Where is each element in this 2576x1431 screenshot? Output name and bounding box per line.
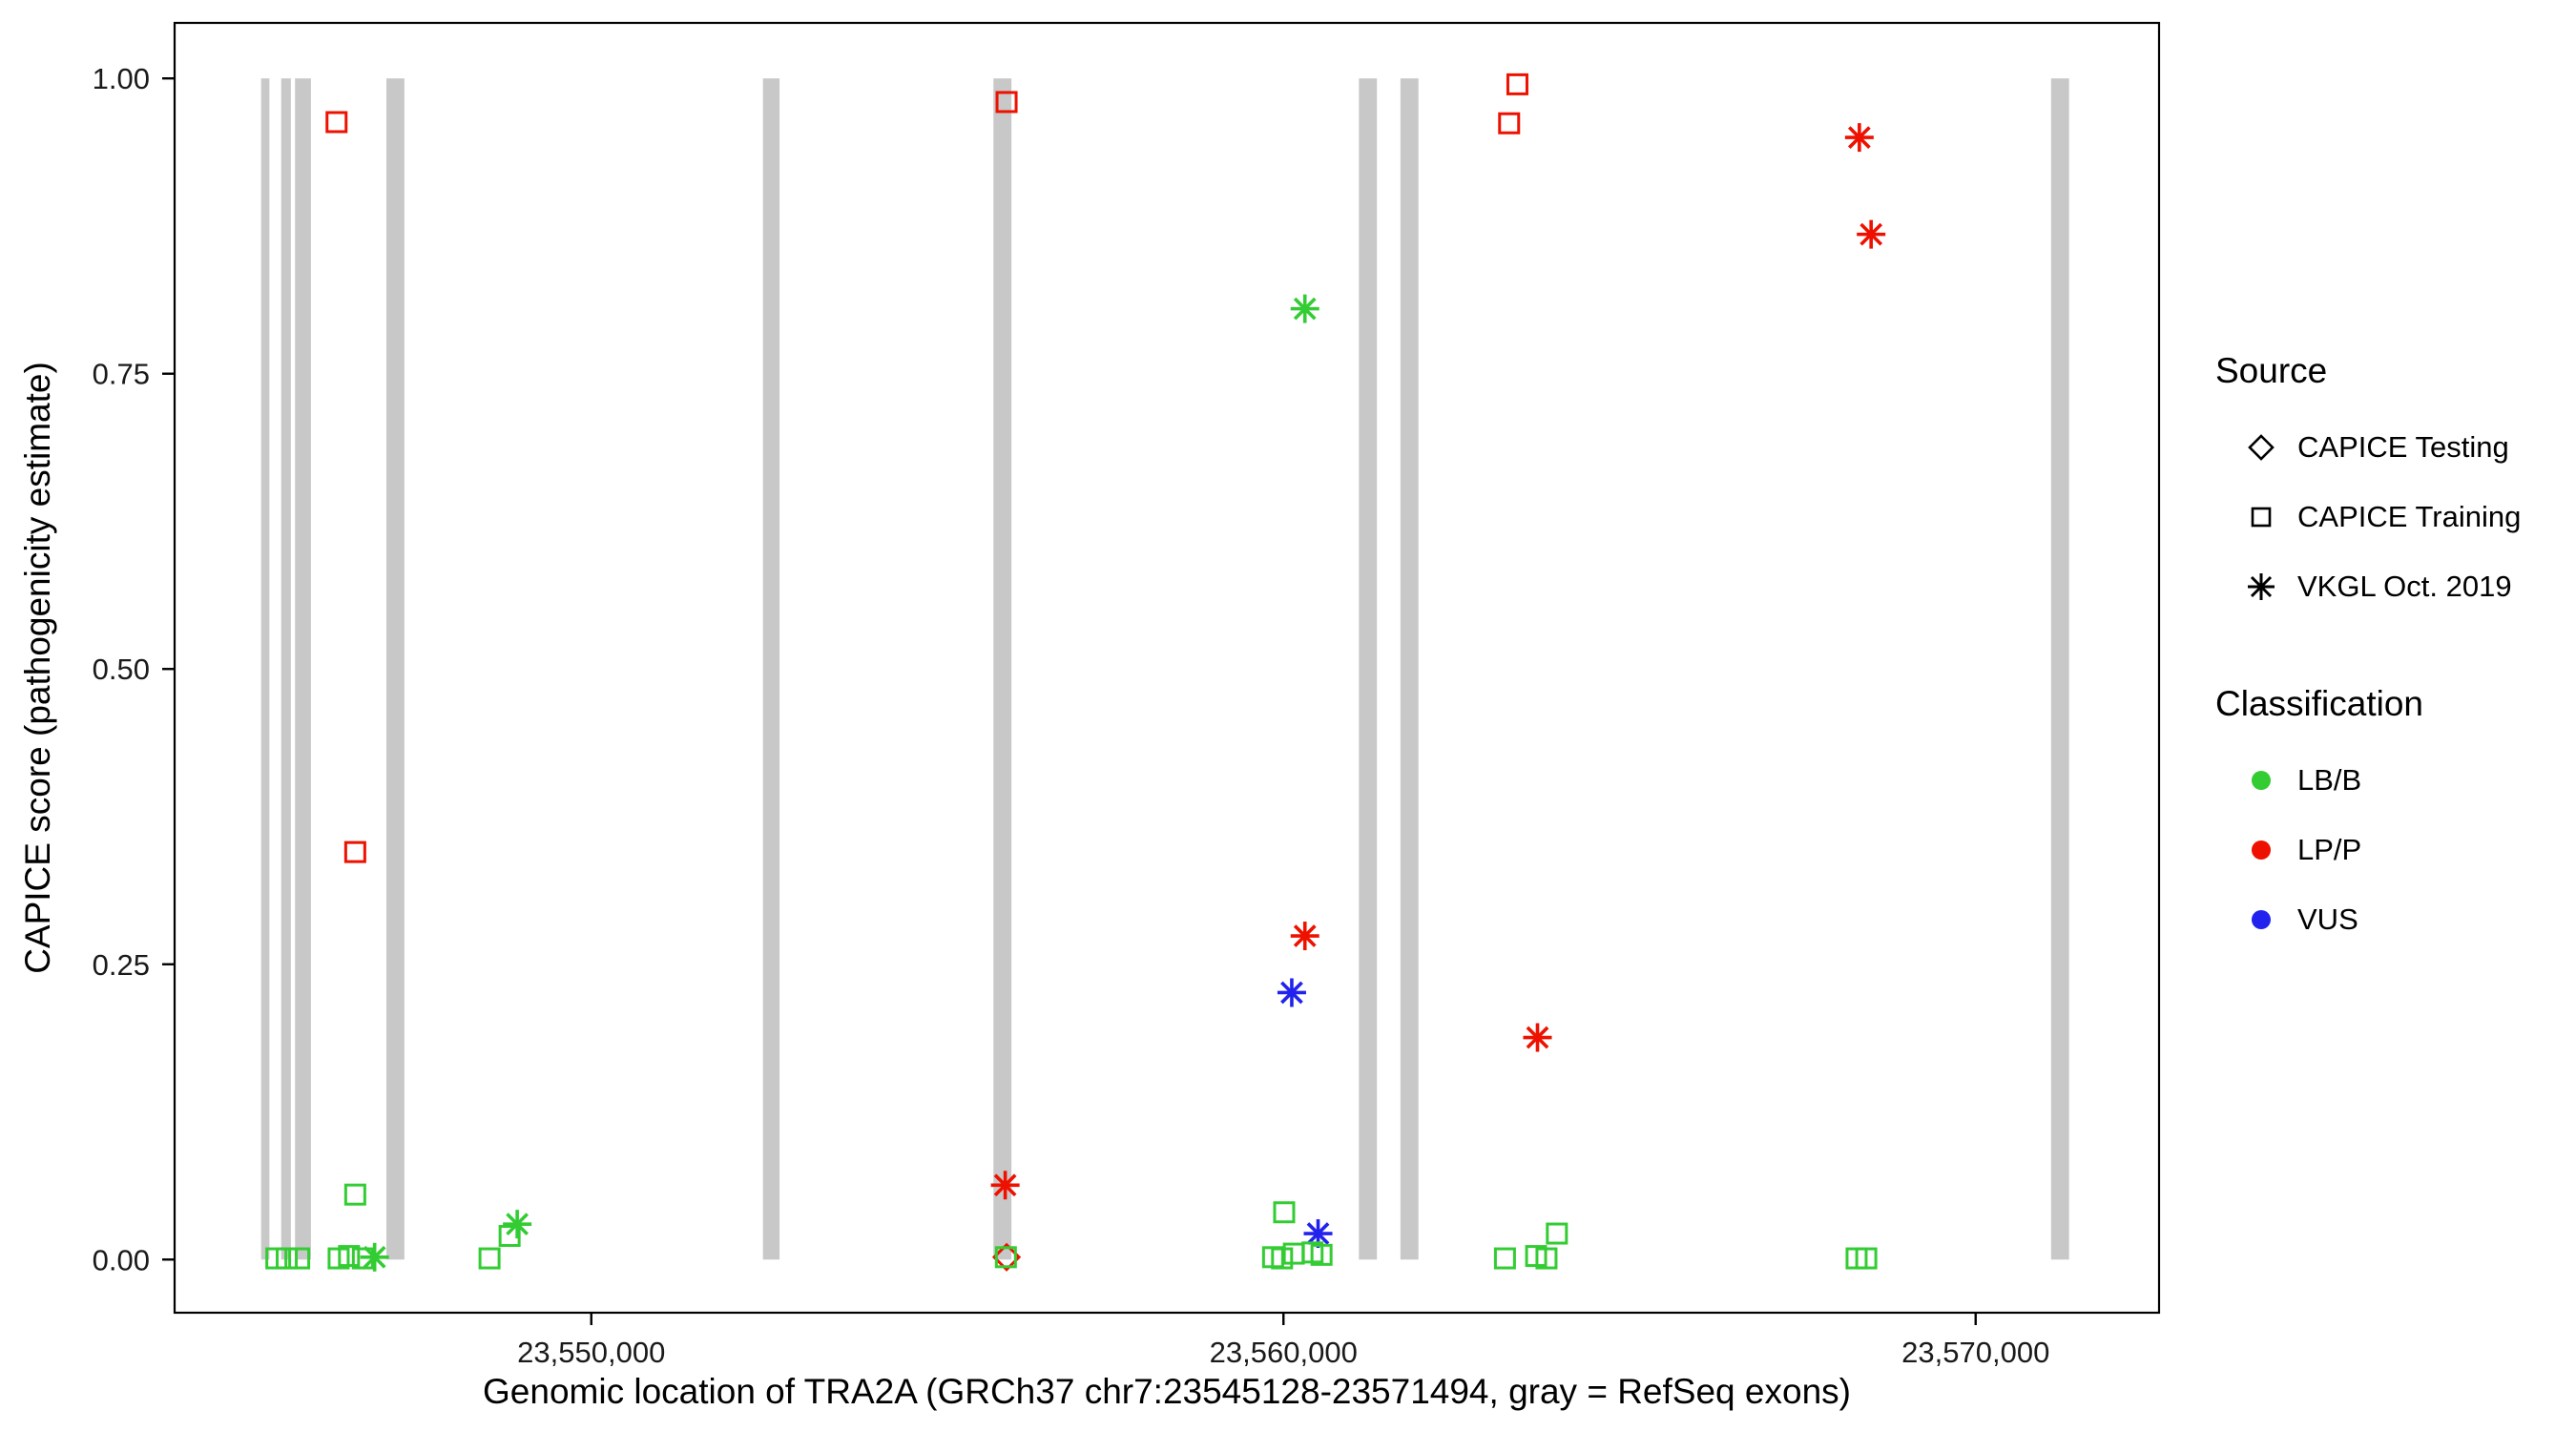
legend-item-label: VKGL Oct. 2019 — [2297, 569, 2512, 603]
lbb-color-dot-icon — [2252, 770, 2271, 790]
data-point — [1857, 219, 1886, 249]
exon-bar — [762, 78, 780, 1260]
data-point — [1493, 1247, 1516, 1270]
data-point — [343, 840, 366, 863]
data-point — [1282, 1242, 1305, 1265]
data-point — [351, 1247, 374, 1270]
exon-bar — [993, 78, 1012, 1260]
y-tick-label: 0.25 — [93, 948, 150, 982]
lpp-color-dot-icon — [2252, 840, 2271, 860]
data-point — [990, 1171, 1020, 1200]
legend-item-label: LP/P — [2297, 832, 2362, 866]
y-tick-label: 1.00 — [93, 62, 150, 95]
data-point — [1277, 978, 1306, 1007]
legend-item-vus: VUS — [2215, 884, 2568, 954]
data-point — [995, 91, 1018, 114]
data-point — [288, 1247, 311, 1270]
legend-item-lpp: LP/P — [2215, 815, 2568, 884]
data-point — [503, 1210, 532, 1239]
asterisk-icon — [2248, 572, 2275, 600]
y-tick-label: 0.00 — [93, 1243, 150, 1276]
x-axis-title: Genomic location of TRA2A (GRCh37 chr7:2… — [483, 1372, 1851, 1411]
data-point — [498, 1225, 521, 1248]
legend-gap — [2215, 621, 2568, 684]
legend-classification-title: Classification — [2215, 684, 2423, 723]
panel-border — [173, 21, 2161, 1315]
exon-bar — [280, 78, 291, 1260]
legend-item-label: VUS — [2297, 902, 2358, 936]
legend-item-capice-testing: CAPICE Testing — [2215, 412, 2568, 482]
vus-color-dot-icon — [2252, 909, 2271, 929]
diamond-icon — [2248, 433, 2275, 461]
data-point — [276, 1247, 299, 1270]
exon-bar — [2050, 78, 2069, 1260]
legend-item-lbb: LB/B — [2215, 745, 2568, 815]
data-point — [1546, 1222, 1568, 1245]
data-point — [1498, 112, 1521, 135]
data-point — [1535, 1247, 1558, 1270]
data-point — [1290, 294, 1319, 323]
data-point — [1523, 1023, 1552, 1052]
data-point — [1290, 922, 1319, 951]
exon-bar — [1359, 78, 1378, 1260]
data-point — [343, 1183, 366, 1206]
data-point — [360, 1242, 389, 1272]
data-point — [1855, 1247, 1878, 1270]
data-point — [1273, 1201, 1296, 1224]
exon-bar — [1400, 78, 1419, 1260]
exon-bar — [260, 78, 270, 1260]
legend: Source CAPICE Testing CAPICE Training VK… — [2215, 351, 2568, 954]
legend-item-capice-training: CAPICE Training — [2215, 482, 2568, 551]
square-icon — [2251, 507, 2272, 527]
exon-bar — [386, 78, 405, 1260]
y-tick-label: 0.75 — [93, 358, 150, 391]
data-point — [994, 1246, 1017, 1269]
legend-item-label: CAPICE Testing — [2297, 429, 2509, 464]
exon-bar — [295, 78, 311, 1260]
legend-source-title: Source — [2215, 351, 2328, 390]
x-tick-label: 23,560,000 — [1210, 1336, 1358, 1369]
legend-item-label: LB/B — [2297, 762, 2362, 797]
legend-item-vkgl: VKGL Oct. 2019 — [2215, 551, 2568, 621]
data-point — [338, 1245, 361, 1268]
x-tick-label: 23,570,000 — [1901, 1336, 2049, 1369]
data-point — [325, 111, 348, 134]
data-point — [1844, 123, 1874, 153]
data-point — [1303, 1219, 1333, 1249]
x-tick-label: 23,550,000 — [517, 1336, 665, 1369]
data-point — [1506, 73, 1528, 95]
y-axis-title: CAPICE score (pathogenicity estimate) — [18, 362, 57, 974]
y-tick-label: 0.50 — [93, 653, 150, 686]
data-point — [1271, 1247, 1294, 1270]
legend-item-label: CAPICE Training — [2297, 499, 2522, 533]
data-point — [1310, 1243, 1333, 1266]
data-point — [478, 1247, 501, 1270]
